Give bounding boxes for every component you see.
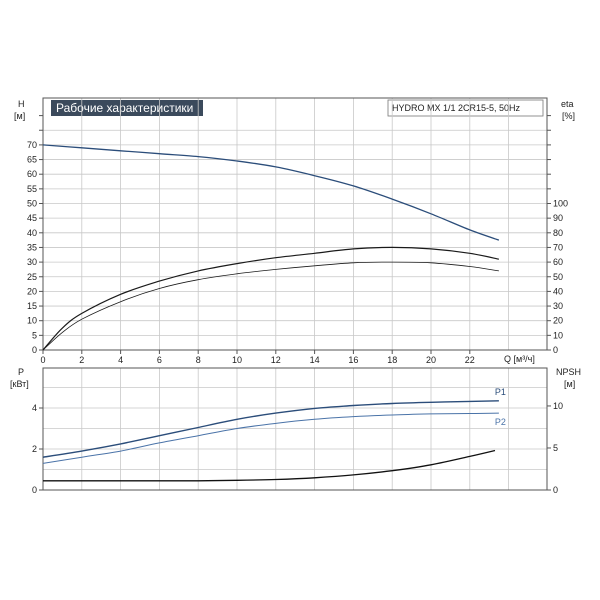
x-tick-label: 0 [40,355,45,365]
y-tick-label-left: 35 [27,242,37,252]
lower-right-axis-unit: [м] [564,379,575,389]
y-tick-label-left: 40 [27,228,37,238]
y-tick-label-right: 40 [553,286,563,296]
y-tick-label-left: 30 [27,257,37,267]
x-axis-label: Q [м³/ч] [504,354,535,364]
x-tick-label: 18 [387,355,397,365]
x-tick-label: 16 [348,355,358,365]
x-tick-label: 4 [118,355,123,365]
efficiency-curve-1 [42,246,500,351]
x-tick-label: 22 [465,355,475,365]
lower-left-axis-label: P [18,367,24,377]
efficiency-curve-2 [42,261,499,351]
y-tick-label-left: 20 [27,286,37,296]
title-background [51,100,203,116]
lower-plot-frame [42,367,548,491]
lower-left-axis-unit: [кВт] [10,379,29,389]
y-tick-label-left: 4 [32,403,37,413]
y-tick-label-right: 60 [553,257,563,267]
power-curve-p2 [42,412,499,464]
x-tick-label: 14 [310,355,320,365]
lower-panel: 0 2 4 0 5 10 P1 P2 [32,367,563,495]
model-label-box [387,99,544,117]
y-tick-label-right: 30 [553,301,563,311]
upper-left-axis-unit: [м] [14,111,25,121]
series-label-p1: P1 [495,387,506,397]
y-tick-label-right: 0 [553,485,558,495]
y-tick-label-right: 10 [553,330,563,340]
y-tick-label-left: 10 [27,316,37,326]
y-tick-label-right: 80 [553,228,563,238]
y-tick-label-left: 15 [27,301,37,311]
upper-right-axis-label: eta [561,99,574,109]
y-tick-label-left: 5 [32,330,37,340]
y-tick-label-left: 65 [27,155,37,165]
x-tick-label: 20 [426,355,436,365]
y-tick-label-right: 10 [553,401,563,411]
model-label: HYDRO MX 1/1 2CR15-5, 50Hz [392,103,521,113]
npsh-curve [43,449,496,482]
y-tick-label-right: 100 [553,199,568,209]
x-tick-label: 10 [232,355,242,365]
y-tick-label-right: 20 [553,316,563,326]
y-tick-label-left: 55 [27,184,37,194]
chart-title: Рабочие характеристики [56,101,193,115]
x-tick-label: 8 [196,355,201,365]
upper-right-axis-unit: [%] [562,111,575,121]
head-curve [42,144,500,241]
y-tick-label-left: 60 [27,169,37,179]
y-tick-label-left: 45 [27,213,37,223]
y-tick-label-right: 50 [553,272,563,282]
upper-left-axis-label: H [18,99,25,109]
y-tick-label-left: 0 [32,485,37,495]
power-curve-p1 [42,400,499,458]
y-tick-label-left: 70 [27,140,37,150]
lower-right-axis-label: NPSH [556,367,581,377]
x-tick-label: 6 [157,355,162,365]
x-tick-label: 12 [271,355,281,365]
y-tick-label-right: 0 [553,345,558,355]
y-tick-label-right: 90 [553,213,563,223]
upper-panel: 0510152025303540455055606570010203040506… [27,97,568,365]
y-tick-label-right: 5 [553,443,558,453]
y-tick-label-right: 70 [553,242,563,252]
y-tick-label-left: 25 [27,272,37,282]
upper-plot-frame [42,97,548,351]
series-label-p2: P2 [495,417,506,427]
y-tick-label-left: 50 [27,199,37,209]
y-tick-label-left: 2 [32,444,37,454]
x-tick-label: 2 [79,355,84,365]
y-tick-label-left: 0 [32,345,37,355]
